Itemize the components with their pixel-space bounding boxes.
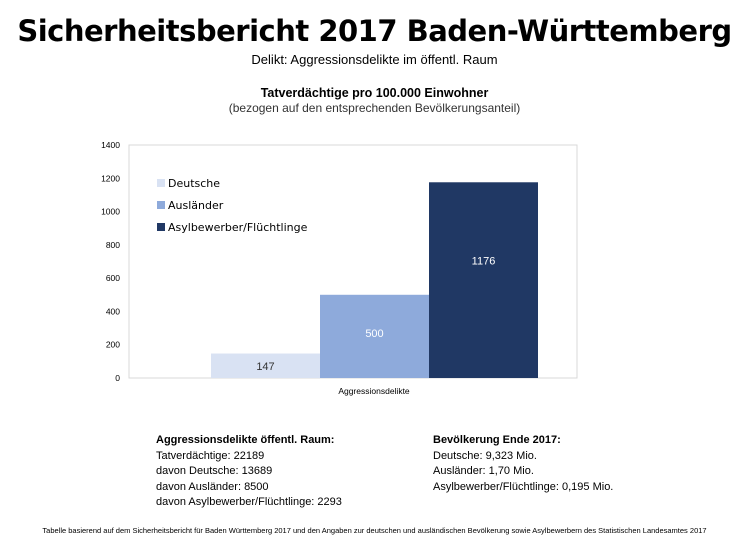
info-line: davon Ausländer: 8500: [156, 480, 269, 493]
y-tick-label: 400: [106, 306, 120, 316]
y-tick-label: 1400: [101, 140, 120, 150]
y-tick-label: 600: [106, 273, 120, 283]
y-tick-label: 200: [106, 340, 120, 350]
bar-asylbewerber-flüchtlinge: [429, 182, 538, 378]
legend-swatch: [157, 223, 165, 231]
bar-deutsche: [211, 353, 320, 378]
info-line: davon Asylbewerber/Flüchtlinge: 2293: [156, 496, 342, 508]
legend-swatch: [157, 201, 165, 209]
chart-subtitle: (bezogen auf den entsprechenden Bevölker…: [228, 101, 521, 115]
legend-label: Ausländer: [168, 199, 224, 212]
info-line: Ausländer: 1,70 Mio.: [433, 465, 534, 477]
y-tick-label: 1200: [101, 173, 120, 183]
footnote: Tabelle basierend auf dem Sicherheitsber…: [42, 526, 707, 535]
info-right-heading: Bevölkerung Ende 2017:: [433, 434, 561, 446]
legend-swatch: [157, 179, 165, 187]
info-line: davon Deutsche: 13689: [156, 465, 273, 477]
y-tick-label: 800: [106, 240, 120, 250]
x-tick-label: Aggressionsdelikte: [338, 386, 410, 396]
chart-title: Tatverdächtige pro 100.000 Einwohner: [260, 86, 489, 100]
y-tick-label: 1000: [101, 207, 120, 217]
page-title: Sicherheitsbericht 2017 Baden-Württember…: [17, 14, 732, 48]
bar-ausländer: [320, 294, 429, 378]
info-line: Tatverdächtige: 22189: [156, 449, 265, 462]
legend-label: Deutsche: [168, 177, 220, 190]
info-left: Aggressionsdelikte öffentl. Raum: Tatver…: [156, 433, 342, 511]
page-subtitle: Delikt: Aggressionsdelikte im öffentl. R…: [251, 52, 498, 67]
data-label: 500: [365, 328, 383, 340]
info-left-heading: Aggressionsdelikte öffentl. Raum:: [156, 434, 335, 446]
data-label: 147: [256, 361, 274, 373]
data-label: 1176: [472, 255, 496, 267]
bar-chart: 0 200 400 600 800 1000 1200 1400 147 Deutsche 500 A…: [101, 140, 578, 396]
y-tick-label: 0: [115, 373, 120, 383]
info-line: Asylbewerber/Flüchtlinge: 0,195 Mio.: [433, 480, 614, 493]
info-right: Bevölkerung Ende 2017: Deutsche: 9,323 M…: [433, 433, 613, 495]
info-line: Deutsche: 9,323 Mio.: [433, 449, 537, 462]
legend-label: Asylbewerber/Flüchtlinge: [168, 221, 308, 234]
